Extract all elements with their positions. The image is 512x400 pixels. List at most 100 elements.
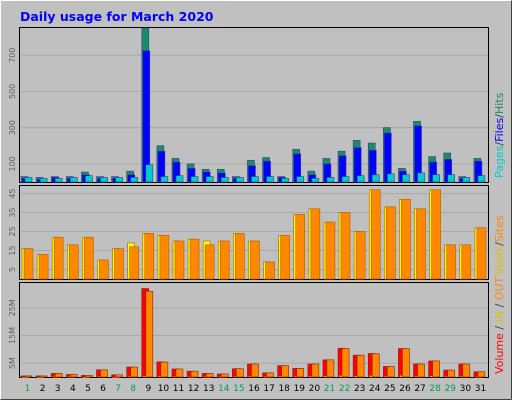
x-tick-label: 20 xyxy=(309,384,321,394)
bar-out xyxy=(190,370,199,378)
bar-sites xyxy=(431,189,441,280)
bar-out xyxy=(160,361,169,378)
bar-pages xyxy=(311,178,320,183)
bar-pages xyxy=(371,174,380,183)
bar-pages xyxy=(85,175,93,183)
x-tick-label: 11 xyxy=(173,384,184,394)
bar-out xyxy=(220,373,229,378)
bar-pages xyxy=(39,178,48,183)
bar-out xyxy=(477,371,486,378)
bar-pages xyxy=(281,178,289,183)
bar-pages xyxy=(160,176,169,183)
ylabel-sep-3: / xyxy=(493,242,506,246)
bar-pages xyxy=(356,175,365,183)
x-tick-label: 21 xyxy=(324,384,335,394)
bar-pages xyxy=(100,177,108,183)
x-tick-label: 22 xyxy=(339,384,350,394)
y-tick-label: 25 xyxy=(8,226,17,236)
bar-sites xyxy=(250,240,260,280)
bar-pages xyxy=(447,174,456,183)
x-tick-label: 27 xyxy=(414,384,425,394)
bar-pages xyxy=(220,177,229,183)
ylabel-sep-1: / xyxy=(493,142,506,146)
bar-out xyxy=(69,374,78,378)
bar-out xyxy=(85,375,93,378)
x-tick-label: 4 xyxy=(70,384,76,394)
bar-out xyxy=(130,366,138,378)
y-tick-label: 700 xyxy=(8,48,17,63)
bar-out xyxy=(100,369,108,378)
bar-sites xyxy=(23,248,34,280)
bar-out xyxy=(432,360,440,378)
bar-out xyxy=(296,368,305,378)
ylabel-volume: Volume xyxy=(493,333,506,374)
bar-pages xyxy=(387,173,395,183)
x-tick-label: 6 xyxy=(100,384,106,394)
bar-files xyxy=(142,50,151,183)
ylabel-sep-4: / xyxy=(493,322,506,333)
y-tick-label: 25M xyxy=(8,299,17,316)
x-tick-label: 12 xyxy=(188,384,199,394)
bar-out xyxy=(447,369,456,378)
bar-out xyxy=(462,363,471,378)
bar-sites xyxy=(84,236,94,280)
x-day-labels: 1 2 3 4 5 6 7 8 9 10 11 12 13 14 15 16 17 18 19 20 21 22 23 24 2… xyxy=(25,384,486,394)
bar-pages xyxy=(326,177,335,183)
bar-pages xyxy=(296,176,305,183)
bar-sites xyxy=(476,227,487,280)
y-tick-label: 300 xyxy=(8,120,17,135)
bar-out xyxy=(39,375,48,378)
volume-panel-frame xyxy=(19,282,489,378)
bar-out xyxy=(24,375,33,378)
bar-sites xyxy=(129,246,139,280)
ylabel-pages: Pages xyxy=(493,145,506,178)
bar-sites xyxy=(355,231,366,280)
bar-out xyxy=(281,365,289,378)
x-tick-label: 24 xyxy=(369,384,381,394)
bar-pages xyxy=(145,164,154,183)
bar-sites xyxy=(68,244,79,280)
ylabel-files: Files xyxy=(493,117,506,141)
bar-sites xyxy=(114,248,124,280)
x-tick-label: 31 xyxy=(475,384,486,394)
x-tick-label: 30 xyxy=(460,384,472,394)
bar-out xyxy=(341,348,350,378)
x-tick-label: 1 xyxy=(25,384,31,394)
bar-out xyxy=(326,359,335,378)
bar-pages xyxy=(432,174,440,183)
volume-panel-ylabel: Volume / IN / OUT xyxy=(493,276,506,374)
x-tick-label: 13 xyxy=(203,384,214,394)
bar-pages xyxy=(115,177,123,183)
x-tick-label: 15 xyxy=(233,384,244,394)
y-tick-label: 5 xyxy=(8,267,17,272)
bar-pages xyxy=(69,177,78,183)
bar-out xyxy=(417,363,425,378)
bar-sites xyxy=(204,244,215,280)
bar-out xyxy=(251,363,259,378)
bar-sites xyxy=(189,238,200,280)
bar-out xyxy=(371,353,380,378)
bar-sites xyxy=(38,254,49,280)
bar-sites xyxy=(295,214,306,280)
bar-sites xyxy=(235,233,245,280)
bar-pages xyxy=(24,177,33,183)
bar-sites xyxy=(53,236,64,280)
x-tick-label: 28 xyxy=(429,384,441,394)
bar-sites xyxy=(416,208,426,280)
bar-pages xyxy=(205,176,214,183)
bar-out xyxy=(205,373,214,378)
x-tick-label: 17 xyxy=(263,384,274,394)
x-tick-label: 18 xyxy=(278,384,290,394)
bar-out xyxy=(236,368,244,378)
bar-sites xyxy=(159,235,170,280)
ylabel-in: IN xyxy=(493,311,506,322)
x-tick-label: 5 xyxy=(85,384,91,394)
bar-sites xyxy=(461,244,472,280)
bar-out xyxy=(115,374,123,378)
bar-sites xyxy=(401,198,411,280)
bar-pages xyxy=(130,177,138,183)
bar-sites xyxy=(370,189,381,280)
bar-out xyxy=(311,363,320,378)
bar-pages xyxy=(402,174,410,183)
